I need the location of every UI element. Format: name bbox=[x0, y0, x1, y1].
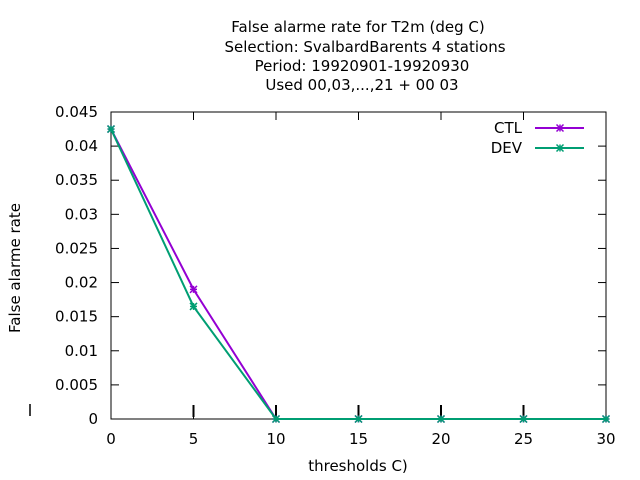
data-point bbox=[601, 414, 611, 424]
legend-entry-ctl: CTL bbox=[494, 119, 584, 137]
title-line-3: Period: 19920901-19920930 bbox=[255, 57, 470, 75]
y-tick-label: 0.03 bbox=[65, 205, 98, 223]
series-ctl bbox=[106, 125, 611, 424]
y-tick-label: 0.025 bbox=[55, 239, 98, 257]
data-point bbox=[519, 414, 528, 424]
y-tick-label: 0.005 bbox=[55, 376, 98, 394]
x-tick-label: 25 bbox=[514, 430, 533, 448]
legend-label: DEV bbox=[491, 139, 523, 157]
y-tick-label: 0.015 bbox=[55, 308, 98, 326]
legend-label: CTL bbox=[494, 119, 523, 137]
legend-entry-dev: DEV bbox=[491, 139, 584, 157]
series-group bbox=[106, 125, 611, 424]
plot-frame bbox=[110, 111, 607, 420]
y-tick-label: 0 bbox=[88, 410, 98, 428]
title-line-2: Selection: SvalbardBarents 4 stations bbox=[224, 38, 505, 56]
data-point bbox=[189, 285, 198, 294]
x-axis: 0 5 10 15 20 25 30 bbox=[106, 112, 616, 448]
data-point bbox=[106, 125, 116, 134]
legend-marker bbox=[555, 143, 565, 153]
legend: CTL DEV bbox=[491, 119, 584, 157]
y-tick-label: 0.045 bbox=[55, 103, 98, 121]
title-line-1: False alarme rate for T2m (deg C) bbox=[231, 18, 484, 36]
legend-marker bbox=[555, 123, 565, 133]
y-tick-label: 0.02 bbox=[65, 274, 98, 292]
x-tick-label: 10 bbox=[266, 430, 285, 448]
data-point bbox=[354, 414, 363, 424]
x-tick-label: 30 bbox=[596, 430, 615, 448]
series-dev bbox=[106, 125, 611, 424]
y-tick-label: 0.035 bbox=[55, 171, 98, 189]
data-point bbox=[271, 414, 281, 424]
x-tick-label: 15 bbox=[349, 430, 368, 448]
data-point bbox=[436, 414, 446, 424]
x-axis-label: thresholds C) bbox=[308, 457, 408, 475]
x-tick-label: 5 bbox=[189, 430, 199, 448]
chart-title: False alarme rate for T2m (deg C) Select… bbox=[224, 18, 505, 94]
y-axis: 0 0.005 0.01 0.015 0.02 0.025 0.03 0.035 0.04 0.0… bbox=[55, 103, 606, 428]
data-point bbox=[189, 302, 198, 311]
title-line-4: Used 00,03,...,21 + 00 03 bbox=[265, 76, 458, 94]
y-tick-label: 0.01 bbox=[65, 342, 98, 360]
x-tick-label: 0 bbox=[106, 430, 116, 448]
series-line-ctl bbox=[110, 128, 606, 420]
x-tick-label: 20 bbox=[431, 430, 450, 448]
y-tick-label: 0.04 bbox=[65, 137, 98, 155]
y-axis-label: False alarme rate bbox=[6, 203, 24, 333]
